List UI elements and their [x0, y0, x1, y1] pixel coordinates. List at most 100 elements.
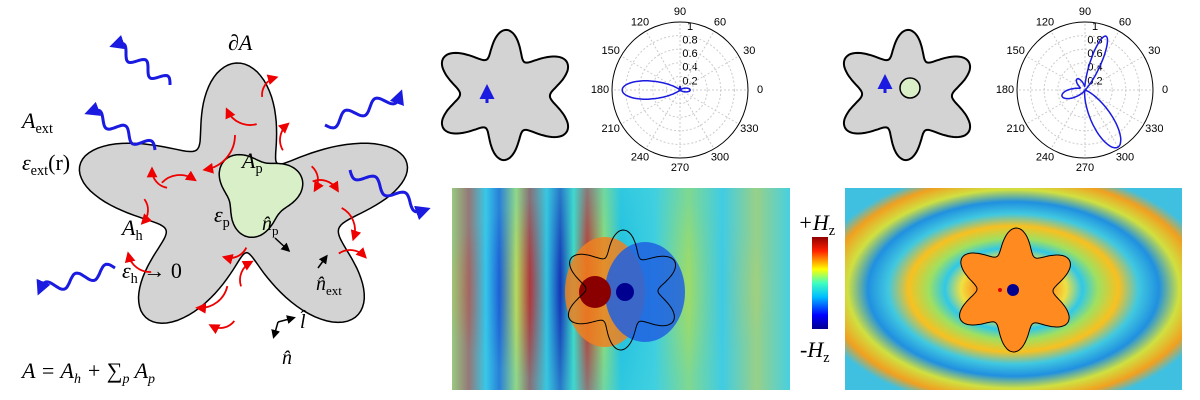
polar-plots: 0.20.40.60.81030609012015018021024027030… [591, 6, 1168, 174]
math-label: n̂ [282, 347, 292, 369]
polar-spoke [620, 89, 681, 125]
current-arrow [202, 134, 236, 174]
math-label: Aext [20, 108, 53, 137]
label-part: A [20, 108, 36, 133]
waves [36, 35, 431, 296]
math-label: εh → 0 [122, 258, 182, 287]
formula-part: + ∑ [81, 358, 123, 383]
label-part: h [131, 271, 138, 287]
polar-spoke [645, 89, 681, 150]
current-arrow [195, 285, 229, 314]
polar-angle-label: 180 [996, 84, 1014, 96]
polar-angle-label: 90 [1079, 6, 1091, 18]
polar-angle-label: 150 [1007, 45, 1025, 57]
normal-arrows [271, 237, 328, 339]
field-map-2 [845, 188, 1182, 390]
polar-grid [1030, 35, 1140, 145]
polar-angle-label: 240 [1036, 151, 1054, 163]
polar-angle-label: 60 [714, 16, 726, 28]
current-arrow [311, 165, 324, 193]
wave [324, 89, 404, 130]
current-arrows [124, 74, 367, 335]
polar-angle-label: 0 [757, 84, 763, 96]
polar-angle-label: 0 [1162, 84, 1168, 96]
current-arrow [261, 74, 279, 98]
label-part: ext [326, 283, 342, 298]
polar-angle-label: 300 [711, 151, 729, 163]
math-label: ∂A [228, 30, 253, 55]
current-arrow [208, 320, 236, 335]
polar-angle-label: 330 [740, 123, 758, 135]
particle-region [218, 153, 304, 239]
field-map-1 [452, 188, 790, 390]
polar-spoke [1084, 89, 1145, 125]
math-label: εext(r) [22, 150, 70, 179]
current-arrow [239, 260, 254, 287]
label-part: n̂ [282, 347, 292, 369]
math-label: n̂p [262, 213, 279, 238]
polar-angle-label: 180 [591, 84, 609, 96]
current-arrow [161, 170, 197, 184]
label-part: +H [798, 210, 830, 235]
polar-angle-label: 240 [631, 151, 649, 163]
colorbar [812, 237, 828, 329]
radiation-pattern [1061, 35, 1122, 149]
polar-angle-label: 30 [743, 45, 755, 57]
polar-radius-label: 0.6 [682, 48, 697, 60]
formula: A = Ah + ∑p Ap [20, 358, 155, 387]
polar-radius-label: 0.4 [1087, 62, 1102, 74]
polar-angle-label: 210 [602, 123, 620, 135]
polar-radius-label: 1 [1092, 21, 1098, 33]
current-arrow [277, 122, 290, 151]
current-arrow [124, 251, 152, 273]
current-arrow [338, 247, 367, 259]
label-part: ε [22, 150, 31, 175]
math-label: Ap [240, 148, 263, 177]
polar-radius-label: 0.8 [682, 35, 697, 47]
formula-sub: p [121, 372, 129, 387]
current-arrow [341, 207, 362, 242]
formula-sub: p [147, 372, 155, 387]
label-part: ext [31, 163, 48, 179]
current-arrow [221, 247, 248, 265]
label-part: p [223, 215, 230, 231]
current-arrow [225, 107, 257, 126]
polar-angle-label: 120 [631, 16, 649, 28]
label-part: p [272, 223, 279, 238]
particle-shape [440, 28, 570, 162]
polar-spoke [1084, 55, 1145, 91]
math-label: Ah [120, 215, 143, 244]
polar-angle-label: 330 [1145, 123, 1163, 135]
current-arrow [140, 198, 153, 225]
wave [348, 169, 431, 221]
radiation-pattern [621, 80, 691, 100]
label-part: ε [122, 258, 131, 283]
polar-spoke [679, 89, 715, 150]
polar-angle-label: 270 [1076, 162, 1094, 174]
label-part: → 0 [138, 258, 182, 283]
polar-spoke [645, 30, 681, 91]
polar-angle-label: 210 [1007, 123, 1025, 135]
label-part: n̂ [316, 273, 326, 295]
formula-part: A = A [20, 358, 74, 383]
inclusion [899, 77, 921, 99]
label-part: A [240, 148, 256, 173]
polar-spoke [1025, 89, 1086, 125]
wave [84, 101, 157, 151]
polar-angle-label: 30 [1148, 45, 1160, 57]
label-part: n̂ [262, 213, 272, 235]
formula-part: A [129, 358, 148, 383]
math-label: l̂ [300, 309, 307, 333]
label-part: h [135, 228, 142, 244]
math-label: n̂ext [316, 273, 342, 298]
polar-radius-label: 0.4 [682, 62, 697, 74]
polar-grid [625, 35, 735, 145]
label-part: -H [800, 337, 824, 362]
polar-spoke [1050, 89, 1086, 150]
polar-angle-label: 300 [1116, 151, 1134, 163]
polar-spoke [1025, 55, 1086, 91]
label-part: ext [35, 121, 52, 137]
polar-angle-label: 120 [1036, 16, 1054, 28]
polar-angle-label: 150 [602, 45, 620, 57]
